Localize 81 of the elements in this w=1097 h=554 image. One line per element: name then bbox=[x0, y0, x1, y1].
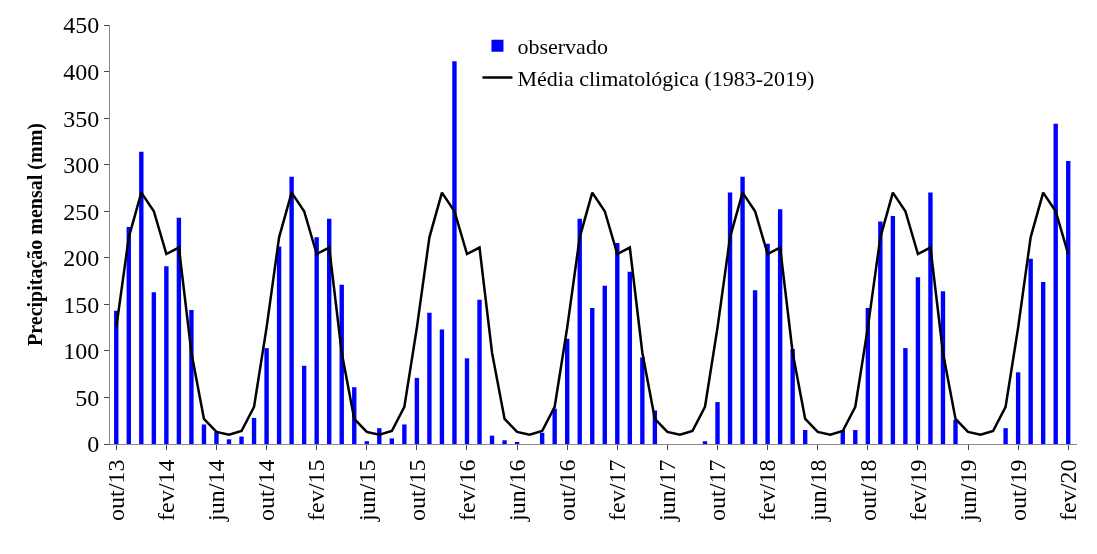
bar bbox=[539, 432, 545, 444]
bar bbox=[239, 436, 244, 444]
bar bbox=[452, 61, 457, 444]
legend-label: Média climatológica (1983-2019) bbox=[517, 65, 815, 91]
bar bbox=[364, 441, 369, 444]
x-tick-label: jun/18 bbox=[804, 459, 831, 522]
x-tick-label: fev/20 bbox=[1055, 459, 1082, 521]
bar bbox=[151, 292, 157, 444]
bar bbox=[464, 358, 470, 444]
bar bbox=[389, 438, 395, 444]
bar bbox=[1066, 160, 1071, 444]
bar bbox=[314, 237, 319, 444]
y-tick-label: 100 bbox=[63, 338, 100, 365]
bar bbox=[903, 348, 908, 444]
bar bbox=[853, 430, 858, 444]
x-tick-label: fev/18 bbox=[754, 459, 781, 521]
bar bbox=[402, 424, 407, 444]
x-tick-label: out/15 bbox=[403, 459, 430, 521]
x-tick-label: out/14 bbox=[253, 459, 280, 521]
bar bbox=[251, 417, 257, 444]
bar bbox=[803, 430, 808, 444]
y-tick-label: 350 bbox=[63, 105, 100, 132]
bar bbox=[289, 176, 294, 444]
bar bbox=[552, 408, 557, 444]
bar bbox=[301, 365, 307, 444]
bar bbox=[915, 277, 921, 444]
legend-label: observado bbox=[517, 34, 608, 60]
bar bbox=[214, 431, 219, 444]
bar bbox=[790, 349, 795, 444]
bar bbox=[427, 312, 432, 444]
line-series bbox=[115, 191, 1070, 436]
y-tick-label: 450 bbox=[63, 12, 100, 39]
y-tick-label: 250 bbox=[63, 198, 100, 225]
bar bbox=[752, 290, 758, 444]
y-tick-label: 50 bbox=[75, 384, 100, 411]
bar bbox=[414, 377, 420, 444]
bar bbox=[953, 419, 958, 444]
bar bbox=[765, 243, 770, 444]
x-tick-label: jun/15 bbox=[353, 459, 380, 522]
x-tick-label: out/16 bbox=[554, 459, 580, 521]
bar bbox=[1028, 258, 1033, 444]
x-tick-label: fev/17 bbox=[604, 459, 631, 521]
bar bbox=[602, 285, 607, 444]
y-axis-title: Precipitação mensal (mm) bbox=[23, 123, 47, 346]
bar bbox=[627, 271, 633, 444]
bar bbox=[164, 266, 169, 444]
bar bbox=[439, 329, 445, 444]
y-tick-label: 200 bbox=[63, 245, 100, 272]
bar bbox=[890, 215, 896, 444]
x-tick-label: jun/17 bbox=[654, 459, 681, 522]
bar bbox=[226, 439, 232, 444]
x-tick-label: jun/14 bbox=[203, 459, 230, 522]
x-tick-label: fev/15 bbox=[303, 459, 330, 521]
bar bbox=[928, 192, 933, 444]
x-tick-label: fev/19 bbox=[904, 459, 931, 521]
x-tick-label: fev/16 bbox=[453, 459, 480, 521]
bar bbox=[740, 176, 745, 444]
bar bbox=[702, 441, 708, 444]
x-tick-label: jun/16 bbox=[503, 459, 530, 522]
bar bbox=[590, 308, 595, 444]
x-tick-label: out/18 bbox=[854, 459, 881, 521]
bar bbox=[640, 357, 645, 444]
y-tick-label: 400 bbox=[63, 58, 100, 85]
bar bbox=[1015, 372, 1021, 444]
x-tick-label: fev/14 bbox=[153, 459, 180, 521]
bar bbox=[201, 424, 207, 444]
y-tick-label: 150 bbox=[63, 291, 100, 318]
x-tick-label: jun/19 bbox=[954, 459, 981, 522]
y-tick-label: 300 bbox=[63, 152, 100, 179]
bar bbox=[477, 299, 482, 444]
x-tick-label: out/17 bbox=[704, 459, 731, 521]
x-tick-label: out/19 bbox=[1004, 459, 1031, 521]
bar bbox=[878, 221, 883, 444]
bar bbox=[502, 440, 507, 444]
bar bbox=[139, 151, 144, 444]
bar bbox=[1003, 428, 1008, 444]
y-tick-label: 0 bbox=[87, 431, 100, 458]
x-tick-label: out/13 bbox=[103, 459, 130, 521]
bar bbox=[264, 348, 269, 444]
bar bbox=[1040, 281, 1046, 444]
bar bbox=[715, 402, 720, 444]
